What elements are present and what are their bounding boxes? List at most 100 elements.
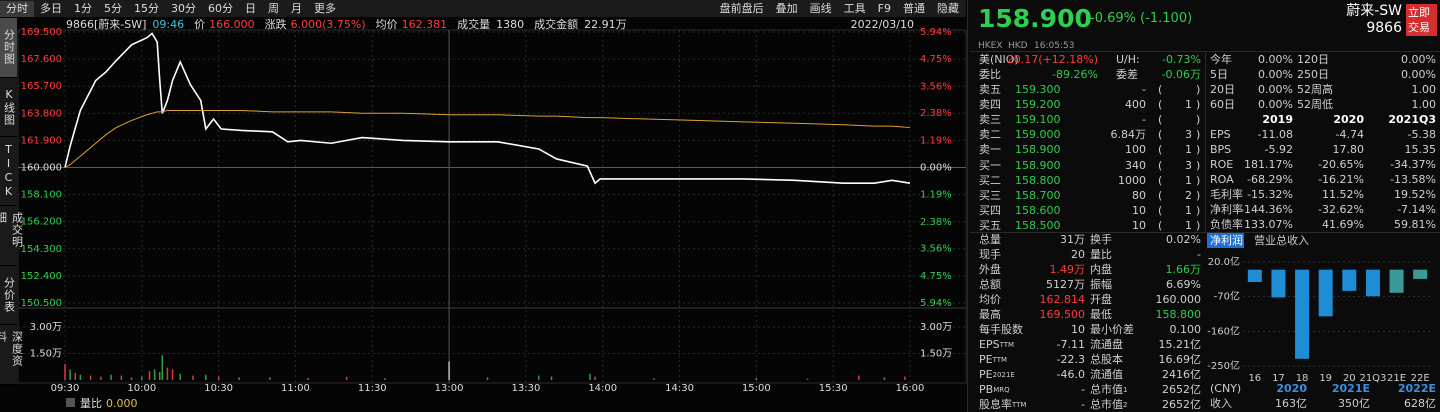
profit-tab[interactable]: 净利润	[1210, 234, 1243, 247]
label-sup: 1	[1123, 386, 1128, 394]
sidebar-tab[interactable]: 深度资料	[0, 325, 24, 385]
fin-label: EPS	[1210, 128, 1231, 141]
value: 31万	[1060, 233, 1085, 246]
label-text: 振幅	[1090, 278, 1112, 291]
volume-bar	[153, 369, 156, 380]
volume-bar	[171, 369, 174, 380]
toolbar-item[interactable]: F9	[877, 1, 891, 15]
label-text: PE	[979, 353, 993, 366]
bar	[1342, 269, 1357, 291]
value: -	[1081, 398, 1085, 411]
header-amount: 22.91万	[584, 18, 627, 31]
y2-tick-label: 3.56%	[920, 81, 952, 92]
label: 均价	[979, 293, 1001, 307]
order-count: 1	[1185, 218, 1192, 232]
profit-tab[interactable]: 营业总收入	[1254, 234, 1309, 247]
label-text: 量比	[1090, 248, 1112, 261]
toolbar-item[interactable]: 30分	[171, 1, 196, 15]
value: 169.500	[1039, 308, 1086, 321]
toolbar-item[interactable]: 更多	[314, 1, 336, 15]
label-sup: TTM	[1012, 401, 1027, 409]
price-line	[64, 32, 911, 185]
order-count: 1	[1185, 173, 1192, 187]
y2-tick-label: 0.00%	[920, 163, 952, 174]
order-price: 158.900	[1015, 158, 1061, 172]
icon[interactable]	[66, 398, 75, 407]
toolbar-item[interactable]: 60分	[208, 1, 233, 15]
order-ratio-value: -89.26%	[1052, 68, 1098, 81]
label-text: 今年	[1210, 53, 1232, 66]
toolbar-item[interactable]: 画线	[809, 1, 832, 15]
y-tick-label: 169.500	[21, 27, 62, 38]
toolbar-item[interactable]: 15分	[134, 1, 159, 15]
toolbar-left: 分时 多日 1分 5分 15分 30分 60分日周月更多	[0, 0, 342, 17]
toolbar-item[interactable]: 分时	[0, 0, 34, 17]
header-amount-label: 成交金额	[534, 18, 579, 31]
volume-bar	[883, 377, 886, 380]
paren: (	[1158, 113, 1163, 127]
toolbar-item[interactable]: 盘前盘后	[719, 1, 764, 15]
revenue-value: 163亿	[1275, 397, 1307, 410]
fin-value: -144.36%	[1240, 203, 1293, 216]
sidebar-tab[interactable]: 成交明细	[0, 206, 24, 266]
label-text: 最小价差	[1090, 323, 1134, 336]
bar	[1389, 269, 1404, 293]
label-text: 250日	[1297, 68, 1329, 81]
toolbar-item[interactable]: 月	[291, 1, 302, 15]
order-label: 卖二	[979, 128, 1001, 142]
volume-bar	[307, 377, 310, 380]
toolbar-item[interactable]: 周	[268, 1, 279, 15]
label-text: 现手	[979, 248, 1001, 261]
y-tick-label: 167.600	[21, 54, 62, 65]
order-price: 158.500	[1015, 218, 1061, 232]
value: 0.00%	[1258, 68, 1293, 81]
toolbar-item[interactable]: 多日	[40, 1, 62, 15]
fin-header: 2021Q3	[1388, 113, 1436, 126]
volume-bar	[74, 372, 76, 380]
trade-button[interactable]: 立即交易	[1408, 6, 1430, 34]
y-tick-label: 154.300	[21, 244, 62, 255]
order-volume: 80	[1132, 188, 1146, 202]
toolbar-item[interactable]: 隐藏	[937, 1, 959, 15]
y-tick-label: 3.00万	[920, 322, 952, 333]
tab-selected-bg	[1207, 233, 1244, 248]
fin-header: 2020	[1333, 113, 1364, 126]
paren: (	[1158, 143, 1163, 157]
sidebar: 分时图 K线图 TICK 成交明细 分价表 深度资料	[0, 18, 24, 385]
toolbar-right: 盘前盘后 叠加 画线 工具 F9 普通 隐藏	[714, 0, 965, 17]
label: 换手	[1090, 233, 1112, 247]
volume-bar	[69, 369, 71, 380]
fin-value: 17.80	[1332, 143, 1365, 156]
toolbar-item[interactable]: 1分	[74, 1, 92, 15]
label-text: 总市值	[1090, 383, 1123, 396]
toolbar-item[interactable]: 5分	[104, 1, 122, 15]
x-tick-label: 21Q3	[1359, 373, 1386, 384]
sidebar-tab[interactable]: K线图	[0, 78, 17, 138]
volume-ratio-value: 0.000	[106, 397, 138, 410]
volume-ratio-label: 量比	[80, 397, 102, 410]
toolbar-item[interactable]: 叠加	[775, 1, 798, 15]
sidebar-tab[interactable]: 分时图	[0, 18, 17, 78]
header-volume: 1380	[496, 17, 525, 31]
x-tick-label: 13:00	[435, 383, 464, 394]
label: 现手	[979, 248, 1001, 262]
label: 250日	[1297, 68, 1329, 82]
sidebar-tab[interactable]: 分价表	[0, 266, 17, 326]
sidebar-tab[interactable]: TICK	[0, 137, 17, 207]
fin-value: -68.29%	[1247, 173, 1293, 186]
label: 每手股数	[979, 323, 1023, 337]
bar	[1365, 269, 1380, 297]
toolbar-item[interactable]: 日	[245, 1, 256, 15]
y2-tick-label: 1.19%	[920, 135, 952, 146]
x-tick-label: 10:00	[127, 383, 156, 394]
quote-header: 9866[蔚来-SW] 09:46 价 166.000 涨跌 6.000(3.75%) 均价…	[66, 17, 914, 32]
toolbar-bg	[0, 0, 966, 17]
y-tick-label: -70亿	[1214, 290, 1240, 303]
value: 160.000	[1155, 293, 1202, 306]
trade-button-bg[interactable]	[1406, 4, 1437, 36]
toolbar-item[interactable]: 普通	[903, 1, 925, 15]
toolbar-item[interactable]: 工具	[843, 1, 866, 15]
x-tick-label: 11:30	[358, 383, 387, 394]
paren: )	[1196, 83, 1201, 96]
paren: )	[1196, 113, 1201, 127]
